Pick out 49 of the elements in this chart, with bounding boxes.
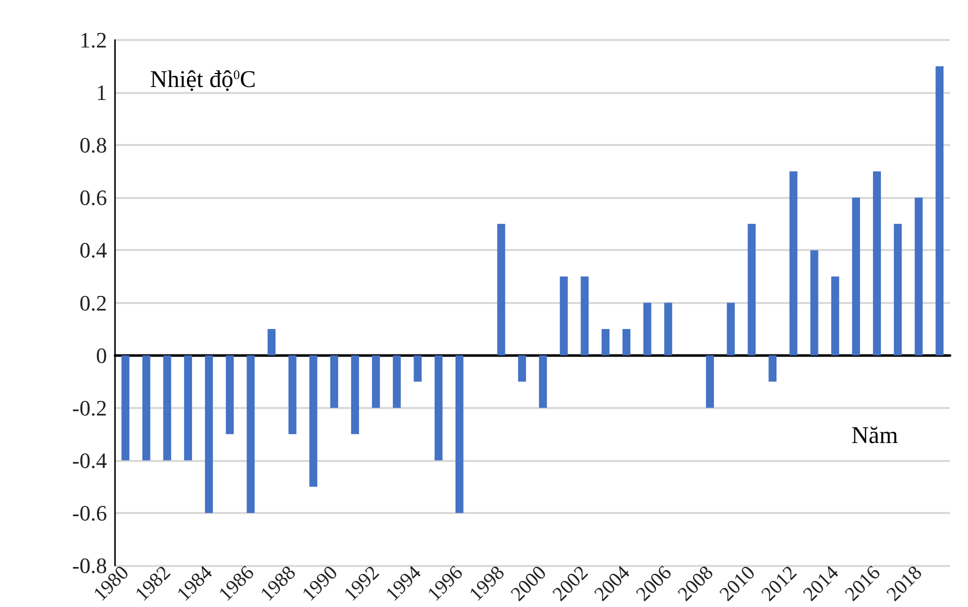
bar	[414, 355, 422, 382]
y-tick-label: -0.4	[72, 448, 107, 473]
y-tick-label: 1.2	[80, 28, 107, 52]
y-tick-label: 0.4	[80, 238, 107, 263]
bar	[392, 355, 401, 408]
bar	[748, 224, 756, 356]
bar	[121, 355, 130, 460]
bar	[936, 66, 944, 356]
bar	[288, 355, 296, 434]
bar	[580, 276, 589, 356]
bar	[434, 355, 443, 460]
bar	[163, 355, 172, 460]
bar	[455, 355, 464, 513]
y-tick-label: 0.6	[80, 185, 107, 210]
bar	[706, 355, 714, 408]
bar	[351, 355, 360, 434]
bar	[226, 355, 234, 434]
bar	[309, 355, 318, 487]
bar	[142, 355, 150, 460]
bar	[664, 302, 672, 356]
bar	[330, 355, 338, 408]
bar	[852, 198, 860, 356]
bar	[268, 329, 276, 356]
bar	[538, 355, 547, 408]
x-axis-title: Năm	[851, 423, 898, 449]
bar	[246, 355, 255, 513]
y-tick-label: 0.2	[80, 290, 107, 316]
bar	[810, 250, 818, 356]
y-tick-label: 0	[96, 342, 107, 368]
bar	[872, 171, 881, 356]
bar	[914, 198, 923, 356]
bar	[518, 355, 526, 382]
bar	[726, 302, 735, 356]
bar	[372, 355, 380, 408]
bar	[497, 224, 506, 356]
bar	[768, 355, 777, 382]
y-tick-label: 1	[96, 80, 107, 106]
bar	[643, 302, 652, 356]
bar	[789, 171, 798, 356]
y-tick-label: -0.2	[72, 395, 107, 420]
bar	[602, 329, 610, 356]
bar	[831, 276, 840, 356]
bar	[560, 276, 568, 356]
y-tick-label: 0.8	[80, 132, 107, 158]
bar	[894, 224, 902, 356]
y-tick-label: -0.6	[72, 500, 107, 526]
bar	[184, 355, 192, 460]
bar	[622, 329, 630, 356]
bar	[204, 355, 213, 513]
